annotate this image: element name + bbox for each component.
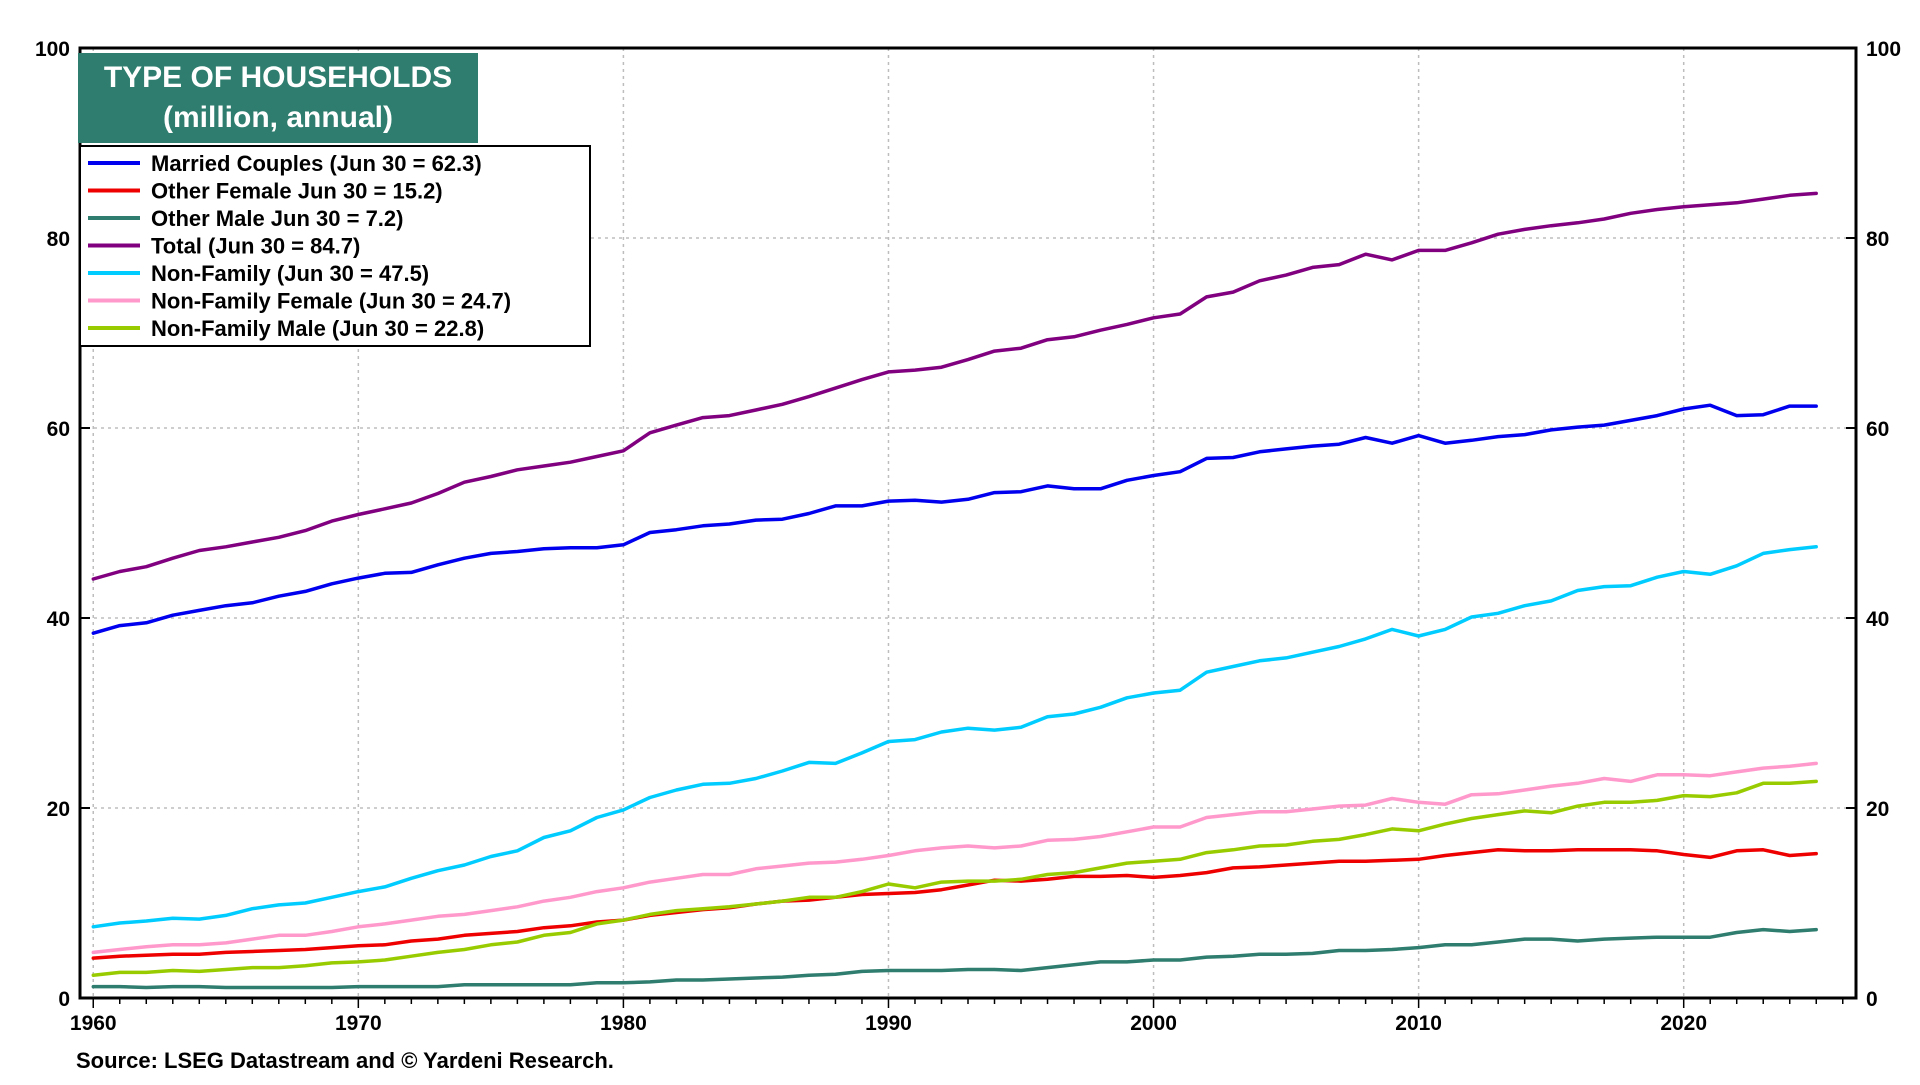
x-tick-label: 1960 (70, 1012, 117, 1035)
legend-label: Non-Family (Jun 30 = 47.5) (151, 261, 429, 286)
legend-label: Other Female Jun 30 = 15.2) (151, 179, 443, 204)
series-line-other-female (91, 848, 1818, 960)
legend-label: Total (Jun 30 = 84.7) (151, 234, 360, 259)
series-line-non-family-female (91, 761, 1818, 955)
legend-label: Other Male Jun 30 = 7.2) (151, 206, 403, 231)
series-line-total (91, 191, 1818, 581)
legend: Married Couples (Jun 30 = 62.3) Other Fem… (79, 145, 591, 347)
y-tick-label-right: 100 (1866, 38, 1901, 61)
y-tick-label-left: 80 (47, 228, 70, 251)
y-tick-label-left: 100 (35, 38, 70, 61)
title-background (78, 53, 478, 143)
y-tick-label-left: 0 (58, 988, 70, 1011)
y-tick-label-right: 80 (1866, 228, 1889, 251)
series-line-non-family-male (91, 779, 1818, 977)
y-tick-label-left: 60 (47, 418, 70, 441)
legend-label: Married Couples (Jun 30 = 62.3) (151, 151, 482, 176)
x-tick-label: 1990 (865, 1012, 912, 1035)
y-tick-label-right: 0 (1866, 988, 1878, 1011)
y-tick-label-left: 40 (47, 608, 70, 631)
legend-box (79, 145, 591, 347)
series-line-non-family (91, 545, 1818, 929)
legend-label: Non-Family Female (Jun 30 = 24.7) (151, 289, 511, 314)
chart-subtitle: (million, annual) (163, 101, 393, 134)
y-tick-label-right: 40 (1866, 608, 1889, 631)
x-tick-label: 2010 (1395, 1012, 1442, 1035)
series-lines (91, 191, 1818, 990)
series-line-married-couples (91, 403, 1818, 635)
y-tick-label-right: 20 (1866, 798, 1889, 821)
series-line-other-male (91, 927, 1818, 990)
chart-title-box: TYPE OF HOUSEHOLDS (million, annual) (78, 53, 478, 143)
legend-label: Non-Family Male (Jun 30 = 22.8) (151, 316, 484, 341)
y-tick-label-left: 20 (47, 798, 70, 821)
chart-title: TYPE OF HOUSEHOLDS (104, 61, 452, 94)
source-note: Source: LSEG Datastream and © Yardeni Re… (76, 1048, 614, 1073)
x-tick-label: 1970 (335, 1012, 382, 1035)
x-tick-label: 1980 (600, 1012, 647, 1035)
x-tick-label: 2020 (1660, 1012, 1707, 1035)
x-tick-label: 2000 (1130, 1012, 1177, 1035)
y-tick-label-right: 60 (1866, 418, 1889, 441)
